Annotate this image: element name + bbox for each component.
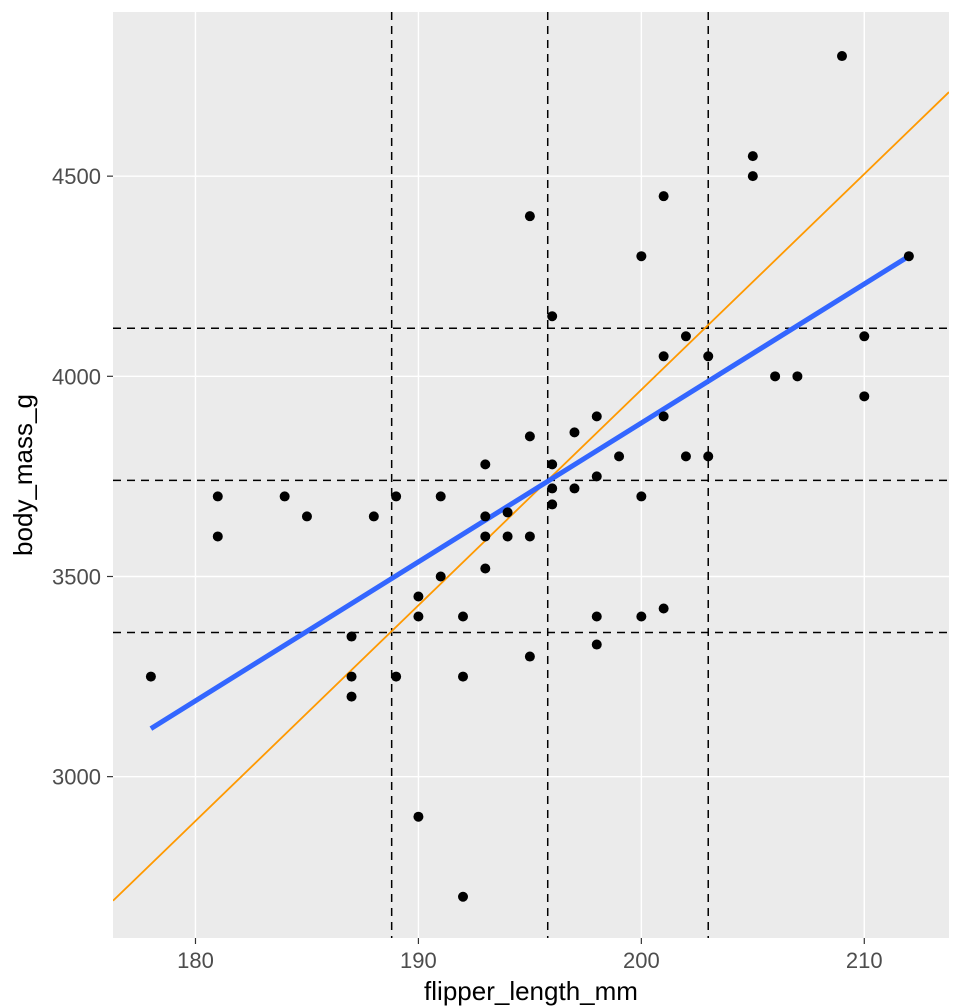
- data-point: [859, 331, 869, 341]
- data-point: [569, 427, 579, 437]
- data-point: [480, 531, 490, 541]
- data-point: [547, 483, 557, 493]
- y-tick-label: 4500: [52, 164, 101, 189]
- plot-panel: [113, 12, 949, 938]
- data-point: [347, 692, 357, 702]
- data-point: [436, 491, 446, 501]
- data-point: [413, 592, 423, 602]
- data-point: [547, 311, 557, 321]
- data-point: [592, 612, 602, 622]
- x-tick-label: 210: [846, 948, 883, 973]
- data-point: [681, 331, 691, 341]
- data-point: [302, 511, 312, 521]
- data-point: [525, 531, 535, 541]
- data-point: [770, 371, 780, 381]
- data-point: [681, 451, 691, 461]
- data-point: [547, 459, 557, 469]
- data-point: [592, 471, 602, 481]
- data-point: [614, 451, 624, 461]
- y-tick-label: 3000: [52, 765, 101, 790]
- data-point: [792, 371, 802, 381]
- data-point: [659, 604, 669, 614]
- data-point: [480, 563, 490, 573]
- data-point: [458, 672, 468, 682]
- data-point: [636, 251, 646, 261]
- data-point: [636, 491, 646, 501]
- data-point: [547, 499, 557, 509]
- data-point: [592, 640, 602, 650]
- data-point: [480, 511, 490, 521]
- data-point: [391, 672, 401, 682]
- data-point: [146, 672, 156, 682]
- data-point: [413, 612, 423, 622]
- data-point: [859, 391, 869, 401]
- data-point: [703, 351, 713, 361]
- data-point: [837, 51, 847, 61]
- data-point: [525, 431, 535, 441]
- y-tick-label: 3500: [52, 564, 101, 589]
- data-point: [391, 491, 401, 501]
- data-point: [503, 531, 513, 541]
- data-point: [748, 151, 758, 161]
- data-point: [213, 491, 223, 501]
- data-point: [904, 251, 914, 261]
- y-tick-label: 4000: [52, 364, 101, 389]
- x-tick-label: 190: [400, 948, 437, 973]
- data-point: [748, 171, 758, 181]
- data-point: [659, 191, 669, 201]
- data-point: [413, 812, 423, 822]
- data-point: [436, 571, 446, 581]
- data-point: [703, 451, 713, 461]
- x-tick-label: 200: [623, 948, 660, 973]
- data-point: [347, 632, 357, 642]
- data-point: [213, 531, 223, 541]
- data-point: [280, 491, 290, 501]
- data-point: [480, 459, 490, 469]
- data-point: [636, 612, 646, 622]
- chart-svg: 180 190 200 210 3000 3500 4000 4500 flipper_leng…: [0, 0, 960, 1008]
- data-point: [659, 351, 669, 361]
- data-point: [458, 612, 468, 622]
- data-point: [525, 211, 535, 221]
- data-point: [592, 411, 602, 421]
- data-point: [503, 507, 513, 517]
- data-point: [659, 411, 669, 421]
- data-point: [458, 892, 468, 902]
- data-point: [525, 652, 535, 662]
- y-axis-title: body_mass_g: [8, 394, 38, 556]
- data-point: [347, 672, 357, 682]
- data-point: [569, 483, 579, 493]
- data-point: [369, 511, 379, 521]
- x-tick-label: 180: [177, 948, 214, 973]
- x-axis-title: flipper_length_mm: [424, 976, 638, 1006]
- scatter-regression-chart: { "chart": { "type": "scatter", "width":…: [0, 0, 960, 1008]
